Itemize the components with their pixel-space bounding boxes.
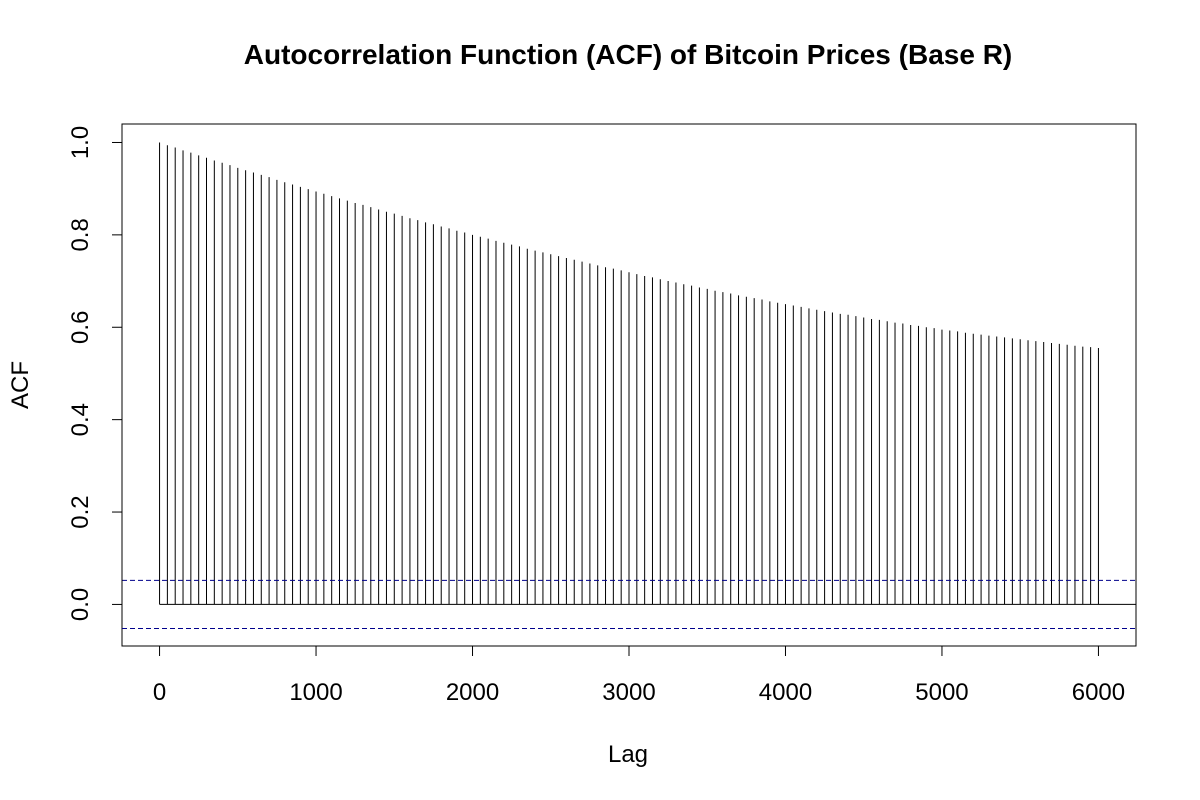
x-axis-title: Lag xyxy=(608,741,648,768)
x-axis: 0 1000 2000 3000 4000 5000 6000 xyxy=(153,645,1125,706)
x-tick-label: 5000 xyxy=(915,679,968,706)
x-tick-label: 3000 xyxy=(602,679,655,706)
x-tick-label: 6000 xyxy=(1072,679,1125,706)
y-tick-label: 0.0 xyxy=(67,588,94,621)
x-tick-label: 4000 xyxy=(759,679,812,706)
x-tick-label: 2000 xyxy=(446,679,499,706)
y-axis-title: ACF xyxy=(7,361,34,409)
y-axis: 0.0 0.2 0.4 0.6 0.8 1.0 xyxy=(67,126,123,621)
y-tick-label: 1.0 xyxy=(67,126,94,159)
chart-title: Autocorrelation Function (ACF) of Bitcoi… xyxy=(244,39,1012,70)
y-tick-label: 0.4 xyxy=(67,403,94,436)
y-tick-label: 0.2 xyxy=(67,495,94,528)
y-tick-label: 0.8 xyxy=(67,218,94,251)
acf-bars xyxy=(159,142,1099,605)
y-tick-label: 0.6 xyxy=(67,311,94,344)
x-tick-label: 1000 xyxy=(289,679,342,706)
x-tick-label: 0 xyxy=(153,679,166,706)
